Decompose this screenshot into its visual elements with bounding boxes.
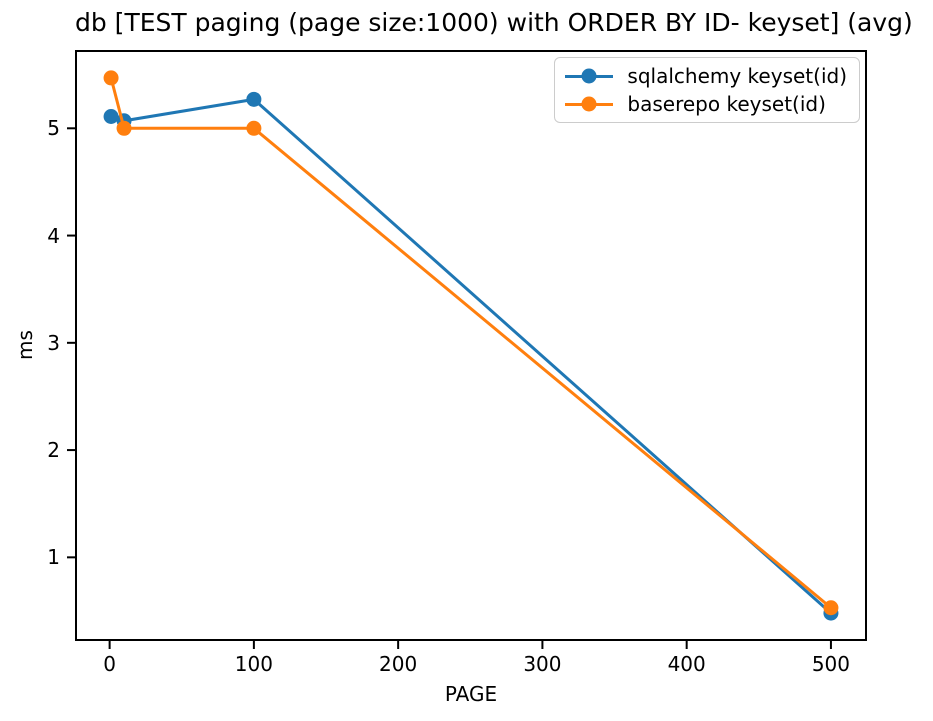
x-tick-label: 300 bbox=[523, 652, 562, 676]
y-tick-label: 3 bbox=[47, 330, 60, 355]
legend-line-dot-swatch bbox=[565, 96, 614, 112]
x-axis-label: PAGE bbox=[444, 682, 498, 706]
y-tick-label: 4 bbox=[47, 223, 60, 248]
plot-canvas bbox=[67, 50, 867, 649]
x-tick-label: 200 bbox=[379, 652, 418, 676]
y-tick-label: 1 bbox=[47, 545, 60, 570]
legend-label: baserepo keyset(id) bbox=[627, 92, 826, 116]
data-line-series-0 bbox=[109, 97, 833, 615]
legend: sqlalchemy keyset(id) baserepo keyset(id) bbox=[554, 57, 860, 123]
data-point-series-1 bbox=[246, 120, 262, 136]
x-tick-label: 0 bbox=[103, 652, 116, 676]
data-point-series-0 bbox=[103, 109, 119, 125]
data-point-series-0 bbox=[246, 91, 262, 107]
data-point-series-1 bbox=[103, 70, 119, 86]
data-line-series-1 bbox=[109, 76, 833, 610]
x-tick-label: 100 bbox=[234, 652, 273, 676]
x-tick-label: 500 bbox=[811, 652, 851, 676]
legend-item-series-0: sqlalchemy keyset(id) bbox=[565, 64, 847, 88]
legend-label: sqlalchemy keyset(id) bbox=[627, 64, 847, 88]
plot-area: ms PAGE sqlalchemy keyset(id) baserepo ke… bbox=[13, 50, 867, 706]
data-point-series-1 bbox=[823, 600, 839, 616]
legend-line-dot-swatch bbox=[565, 68, 614, 84]
y-axis-label: ms bbox=[13, 330, 37, 360]
x-tick-label: 400 bbox=[667, 652, 706, 676]
chart-title: db [TEST paging (page size:1000) with OR… bbox=[75, 8, 913, 37]
data-point-series-1 bbox=[116, 120, 132, 136]
plot-spines bbox=[75, 50, 867, 641]
y-tick-label: 2 bbox=[47, 438, 60, 463]
y-tick-label: 5 bbox=[47, 116, 60, 141]
legend-item-series-1: baserepo keyset(id) bbox=[565, 92, 847, 116]
